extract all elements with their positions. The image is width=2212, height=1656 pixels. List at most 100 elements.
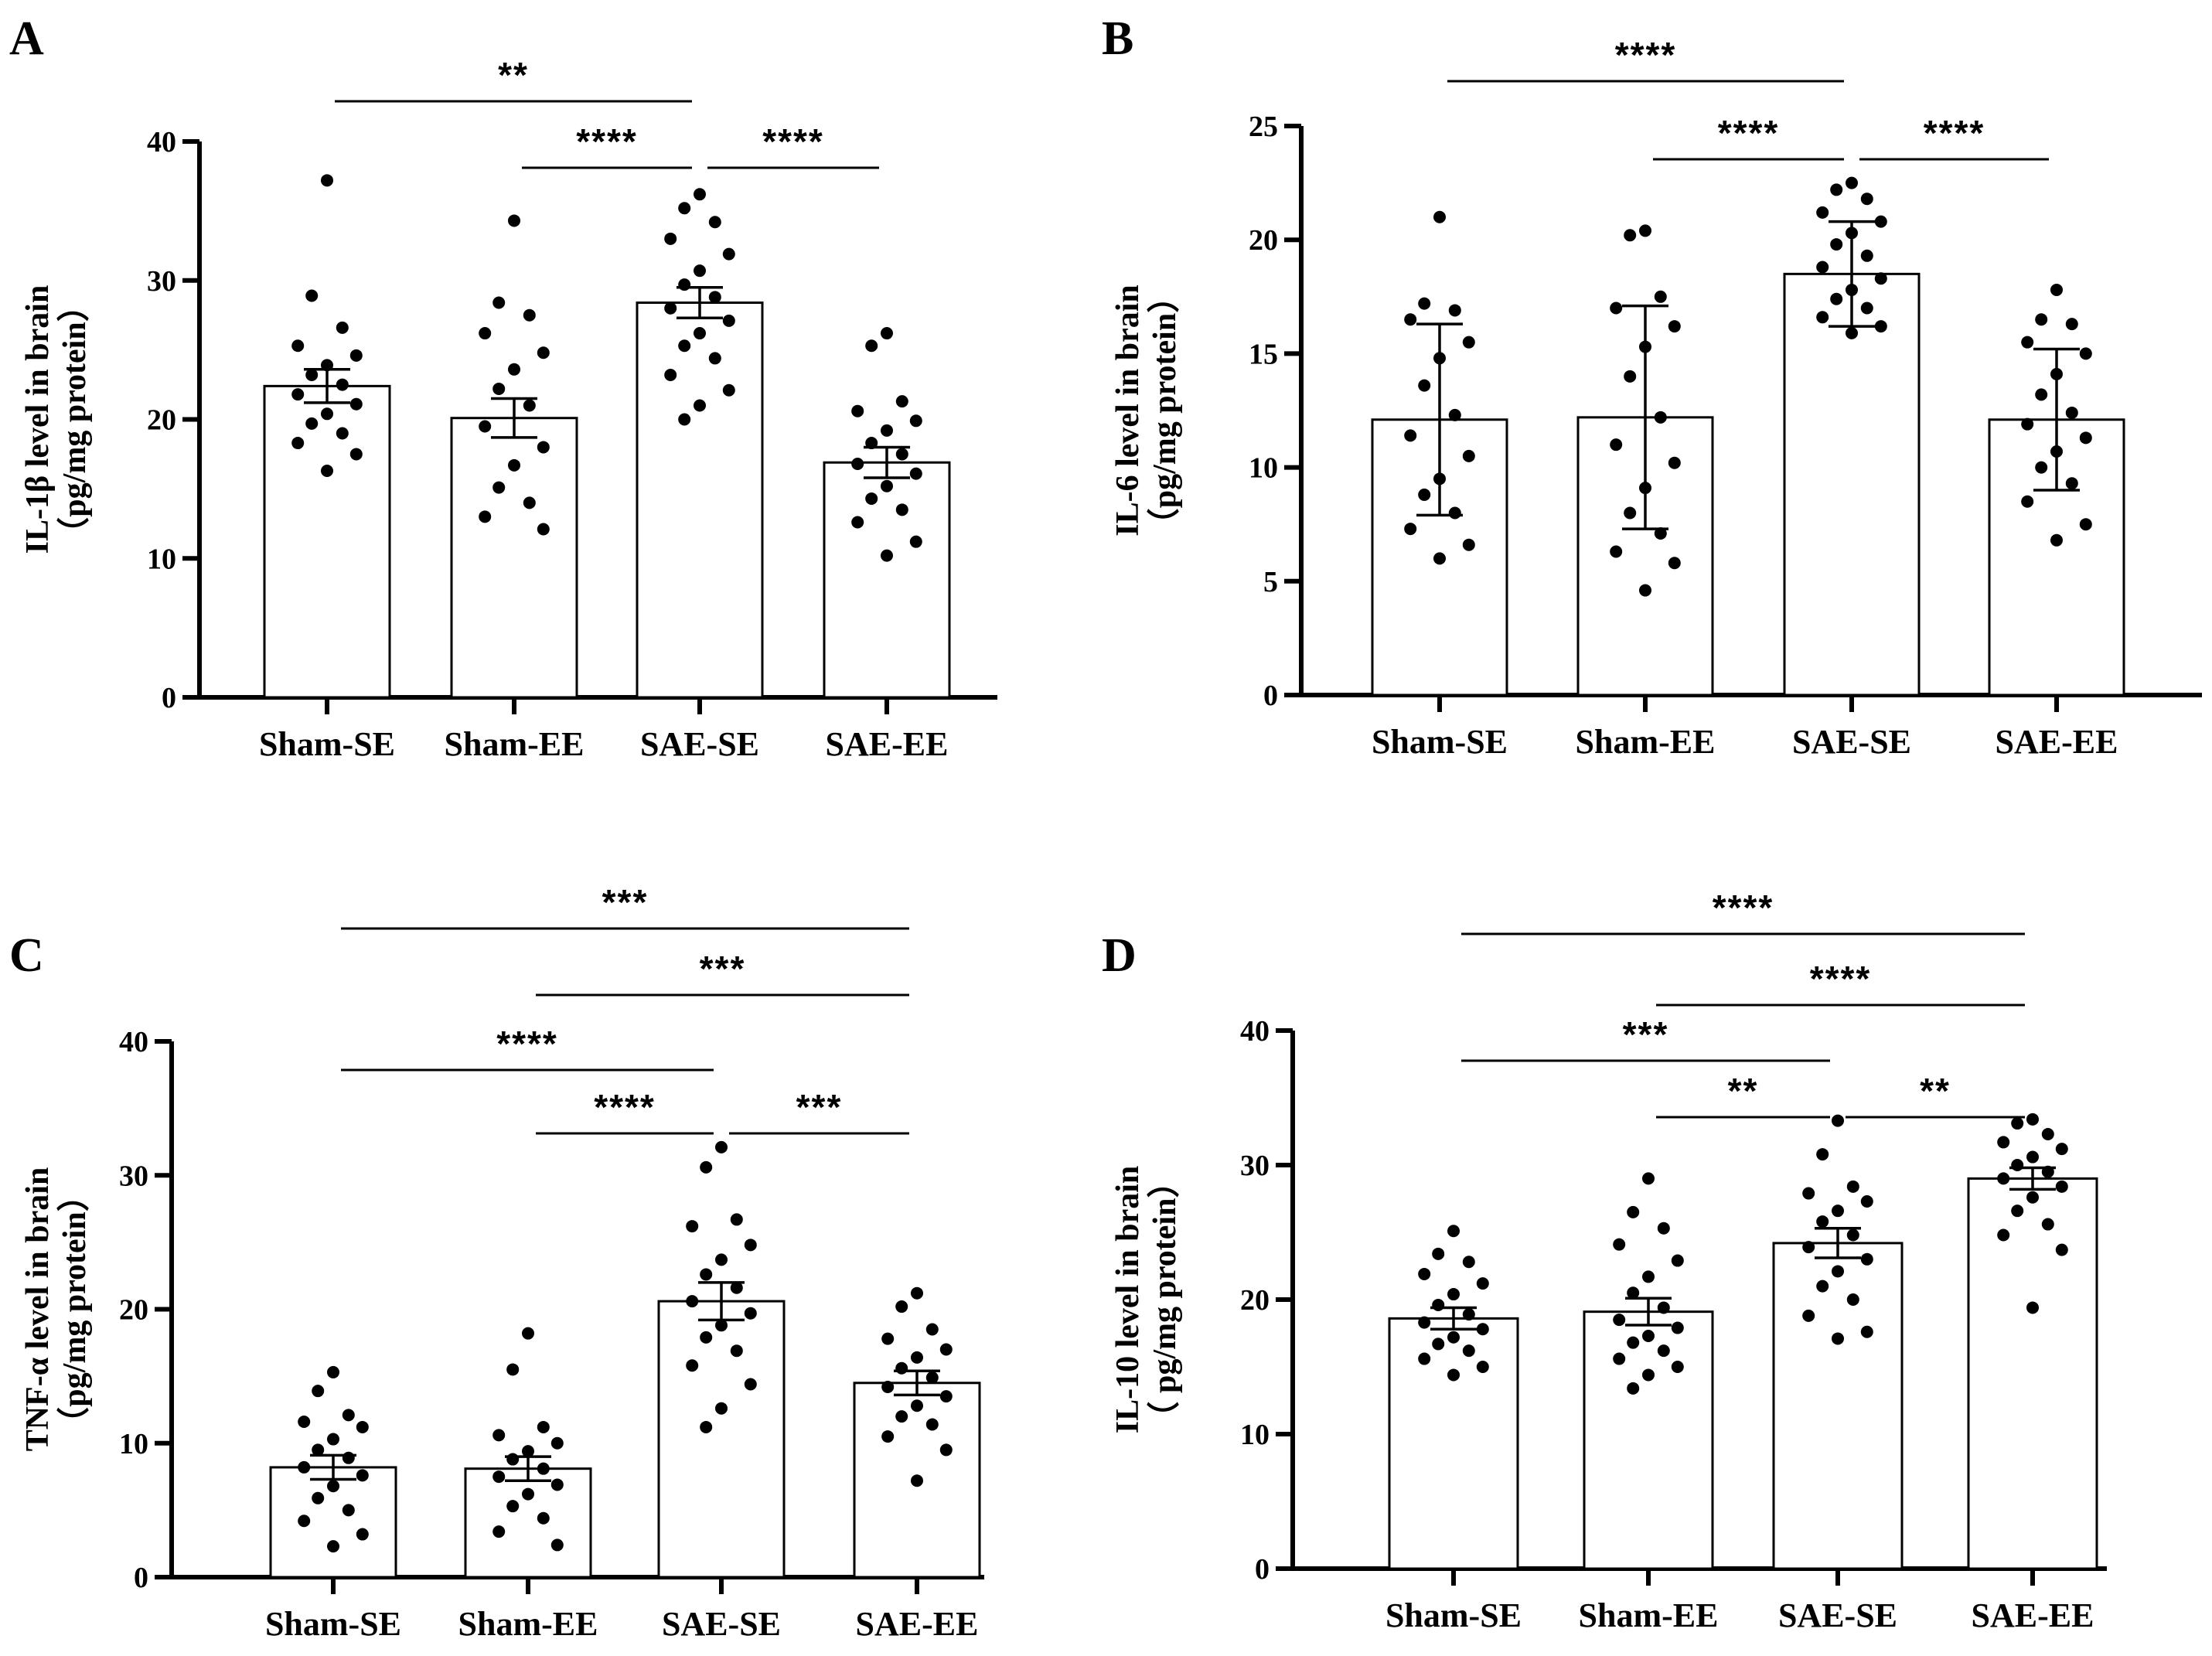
significance-label: **** xyxy=(1718,113,1780,153)
significance-label: **** xyxy=(1924,113,1985,153)
data-point xyxy=(522,1327,534,1340)
significance-label: **** xyxy=(496,1024,558,1064)
data-point xyxy=(730,1344,743,1358)
data-point xyxy=(479,420,492,433)
data-point xyxy=(1433,352,1446,365)
significance-label: *** xyxy=(602,882,649,922)
data-point xyxy=(291,437,305,450)
data-point xyxy=(925,1418,939,1431)
data-point xyxy=(479,327,492,340)
data-point xyxy=(1476,1323,1489,1336)
x-category-label: SAE-EE xyxy=(826,725,949,763)
data-point xyxy=(312,1385,325,1398)
data-point xyxy=(1418,1352,1431,1365)
data-point xyxy=(342,1504,355,1517)
data-point xyxy=(895,395,908,408)
data-point xyxy=(1860,1194,1873,1208)
data-point xyxy=(1433,472,1446,486)
data-point xyxy=(2041,1127,2054,1140)
bar-sae-ee xyxy=(823,461,951,699)
data-point xyxy=(321,407,333,421)
x-category-label: SAE-SE xyxy=(1778,1596,1897,1634)
y-tick-label: 40 xyxy=(119,1026,148,1058)
data-point xyxy=(1802,1241,1815,1254)
bar-sae-se xyxy=(657,1300,786,1579)
data-point xyxy=(909,414,922,428)
data-point xyxy=(1874,215,1887,228)
data-point xyxy=(715,1319,728,1332)
data-point xyxy=(1627,1336,1640,1349)
data-point xyxy=(1447,1368,1460,1382)
data-point xyxy=(493,382,506,395)
y-tick-label: 10 xyxy=(147,543,176,575)
x-category-label: SAE-SE xyxy=(1792,723,1911,761)
data-point xyxy=(1639,340,1651,353)
data-point xyxy=(1462,1256,1475,1269)
data-point xyxy=(321,359,333,372)
data-point xyxy=(925,1323,939,1336)
data-point xyxy=(865,492,878,505)
data-point xyxy=(694,399,706,412)
data-point xyxy=(1610,545,1623,558)
significance-label: **** xyxy=(1713,888,1774,928)
data-point xyxy=(1624,229,1637,242)
data-point xyxy=(1418,1316,1431,1329)
data-point xyxy=(895,503,908,516)
data-point xyxy=(1642,1270,1655,1283)
data-point xyxy=(2055,1143,2068,1156)
y-tick-label: 30 xyxy=(147,265,176,298)
data-point xyxy=(911,1351,923,1364)
data-point xyxy=(1642,1368,1655,1382)
data-point xyxy=(1404,429,1417,442)
bar-sae-se xyxy=(1783,272,1921,697)
data-point xyxy=(2050,367,2063,380)
significance-label: ** xyxy=(1728,1071,1759,1111)
bar-sae-se xyxy=(636,302,764,699)
data-point xyxy=(493,481,506,494)
data-point xyxy=(1462,1308,1475,1321)
data-point xyxy=(2055,1180,2068,1193)
data-point xyxy=(1642,1329,1655,1342)
data-point xyxy=(523,496,536,509)
x-category-label: Sham-EE xyxy=(445,725,585,763)
data-point xyxy=(865,437,878,450)
data-point xyxy=(1830,183,1843,196)
x-category-label: Sham-SE xyxy=(1372,723,1508,761)
data-point xyxy=(327,1540,339,1553)
data-point xyxy=(305,289,319,302)
data-point xyxy=(1404,313,1417,326)
y-axis-label-line1: IL-6 level in brain xyxy=(1110,285,1146,537)
data-point xyxy=(1997,1172,2010,1185)
data-point xyxy=(851,516,864,529)
data-point xyxy=(1418,488,1431,501)
data-point xyxy=(939,1390,953,1403)
x-category-label: SAE-EE xyxy=(1972,1596,2094,1634)
data-point xyxy=(911,1399,923,1412)
data-point xyxy=(715,1253,728,1266)
y-tick-label: 0 xyxy=(1263,680,1278,712)
data-point xyxy=(2050,533,2063,547)
data-point xyxy=(327,1480,339,1493)
y-tick-label: 20 xyxy=(119,1294,148,1327)
x-category-label: Sham-EE xyxy=(1579,1596,1719,1634)
data-point xyxy=(1462,1344,1475,1358)
data-point xyxy=(537,1511,550,1525)
data-point xyxy=(1846,176,1858,189)
data-point xyxy=(2021,417,2034,431)
data-point xyxy=(1624,370,1637,383)
y-tick-label: 20 xyxy=(147,404,176,437)
data-point xyxy=(298,1416,311,1429)
data-point xyxy=(506,1363,520,1376)
data-point xyxy=(1404,523,1417,536)
data-point xyxy=(1432,1298,1445,1311)
data-point xyxy=(1816,1279,1829,1293)
data-point xyxy=(664,232,677,245)
data-point xyxy=(2079,518,2092,531)
data-point xyxy=(1476,1361,1489,1373)
data-point xyxy=(493,1470,506,1484)
data-point xyxy=(1860,302,1873,315)
data-point xyxy=(522,1487,534,1501)
data-point xyxy=(865,339,878,353)
